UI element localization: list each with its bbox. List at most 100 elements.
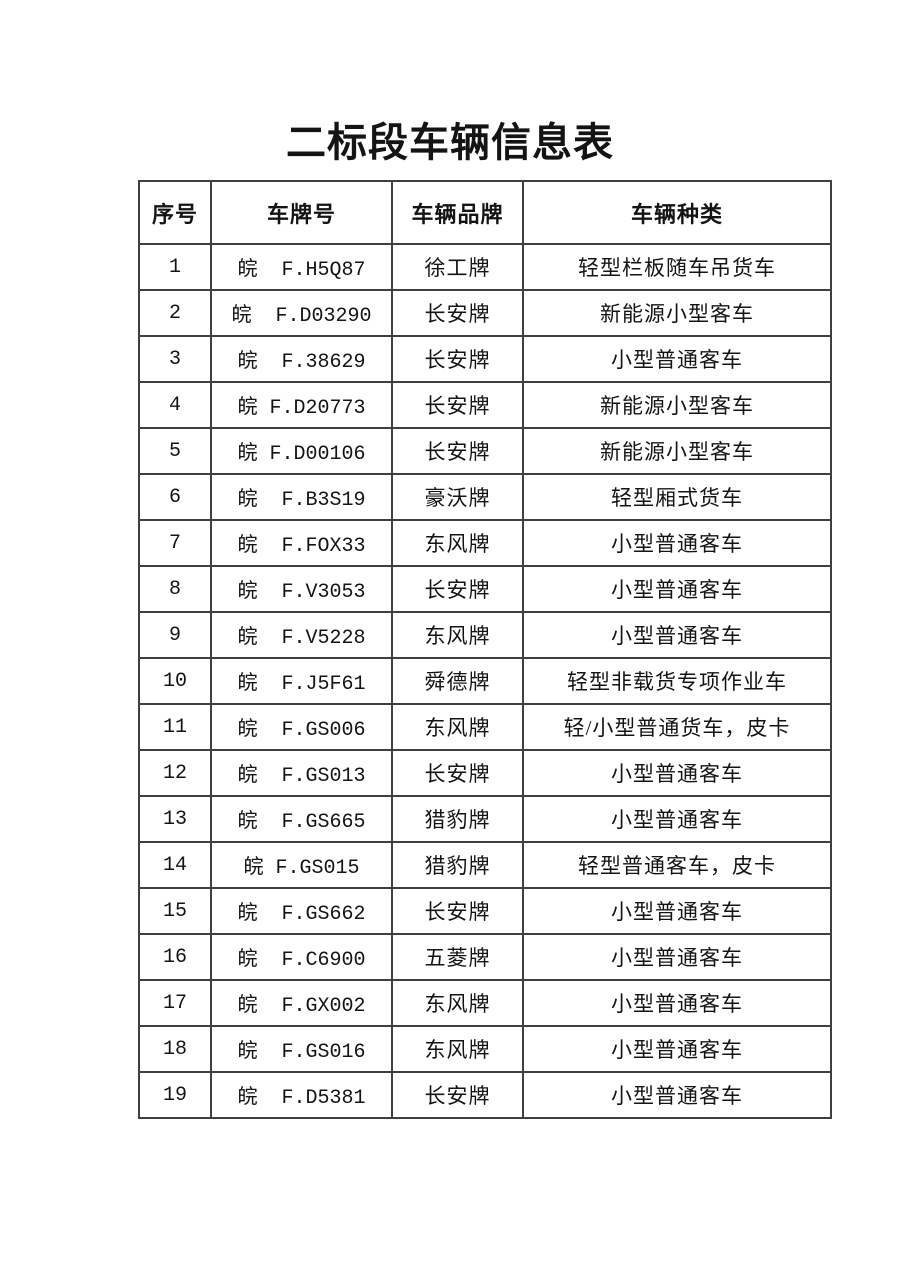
cell-vehicle-brand: 长安牌 [391, 289, 524, 337]
cell-serial-number: 8 [138, 565, 212, 613]
cell-serial-number: 19 [138, 1071, 212, 1119]
header-plate-number: 车牌号 [210, 180, 393, 245]
cell-plate-number: 皖 F.GX002 [210, 979, 393, 1027]
cell-serial-number: 2 [138, 289, 212, 337]
table-row: 17 皖 F.GX002 东风牌 小型普通客车 [138, 979, 832, 1027]
cell-vehicle-brand: 长安牌 [391, 335, 524, 383]
cell-vehicle-brand: 长安牌 [391, 887, 524, 935]
cell-vehicle-brand: 东风牌 [391, 979, 524, 1027]
cell-plate-number: 皖 F.38629 [210, 335, 393, 383]
cell-vehicle-brand: 豪沃牌 [391, 473, 524, 521]
cell-vehicle-brand: 东风牌 [391, 1025, 524, 1073]
cell-vehicle-type: 小型普通客车 [522, 887, 832, 935]
cell-serial-number: 13 [138, 795, 212, 843]
header-serial-number: 序号 [138, 180, 212, 245]
cell-plate-number: 皖 F.V3053 [210, 565, 393, 613]
cell-serial-number: 3 [138, 335, 212, 383]
header-row: 序号 车牌号 车辆品牌 车辆种类 [138, 180, 832, 245]
cell-plate-number: 皖 F.GS013 [210, 749, 393, 797]
cell-vehicle-type: 小型普通客车 [522, 565, 832, 613]
cell-plate-number: 皖 F.GS016 [210, 1025, 393, 1073]
cell-serial-number: 16 [138, 933, 212, 981]
cell-serial-number: 6 [138, 473, 212, 521]
cell-vehicle-brand: 长安牌 [391, 427, 524, 475]
cell-vehicle-type: 小型普通客车 [522, 1025, 832, 1073]
table-row: 18 皖 F.GS016 东风牌 小型普通客车 [138, 1025, 832, 1073]
cell-serial-number: 12 [138, 749, 212, 797]
cell-plate-number: 皖 F.D03290 [210, 289, 393, 337]
cell-serial-number: 11 [138, 703, 212, 751]
cell-vehicle-type: 小型普通客车 [522, 749, 832, 797]
cell-vehicle-brand: 东风牌 [391, 519, 524, 567]
cell-vehicle-brand: 徐工牌 [391, 243, 524, 291]
cell-plate-number: 皖 F.D5381 [210, 1071, 393, 1119]
table-row: 14 皖 F.GS015 猎豹牌 轻型普通客车，皮卡 [138, 841, 832, 889]
cell-vehicle-type: 新能源小型客车 [522, 289, 832, 337]
cell-serial-number: 9 [138, 611, 212, 659]
cell-vehicle-type: 小型普通客车 [522, 933, 832, 981]
cell-vehicle-brand: 五菱牌 [391, 933, 524, 981]
table-row: 13 皖 F.GS665 猎豹牌 小型普通客车 [138, 795, 832, 843]
cell-vehicle-brand: 猎豹牌 [391, 841, 524, 889]
page-title: 二标段车辆信息表 [286, 120, 614, 165]
cell-vehicle-type: 轻型栏板随车吊货车 [522, 243, 832, 291]
cell-vehicle-type: 小型普通客车 [522, 611, 832, 659]
table-row: 12 皖 F.GS013 长安牌 小型普通客车 [138, 749, 832, 797]
cell-vehicle-type: 小型普通客车 [522, 1071, 832, 1119]
cell-vehicle-type: 轻型厢式货车 [522, 473, 832, 521]
header-vehicle-type: 车辆种类 [522, 180, 832, 245]
table-row: 10 皖 F.J5F61 舜德牌 轻型非载货专项作业车 [138, 657, 832, 705]
cell-plate-number: 皖 F.V5228 [210, 611, 393, 659]
cell-serial-number: 1 [138, 243, 212, 291]
cell-plate-number: 皖 F.GS662 [210, 887, 393, 935]
cell-vehicle-type: 小型普通客车 [522, 335, 832, 383]
table-row: 11 皖 F.GS006 东风牌 轻/小型普通货车，皮卡 [138, 703, 832, 751]
cell-plate-number: 皖 F.GS006 [210, 703, 393, 751]
table-header: 序号 车牌号 车辆品牌 车辆种类 [138, 180, 832, 245]
cell-plate-number: 皖 F.H5Q87 [210, 243, 393, 291]
cell-vehicle-brand: 长安牌 [391, 1071, 524, 1119]
cell-plate-number: 皖 F.GS665 [210, 795, 393, 843]
cell-vehicle-type: 轻型普通客车，皮卡 [522, 841, 832, 889]
cell-serial-number: 4 [138, 381, 212, 429]
cell-vehicle-brand: 东风牌 [391, 703, 524, 751]
cell-plate-number: 皖 F.B3S19 [210, 473, 393, 521]
table-row: 19 皖 F.D5381 长安牌 小型普通客车 [138, 1071, 832, 1119]
cell-vehicle-type: 小型普通客车 [522, 519, 832, 567]
cell-serial-number: 14 [138, 841, 212, 889]
cell-vehicle-type: 新能源小型客车 [522, 381, 832, 429]
cell-plate-number: 皖 F.C6900 [210, 933, 393, 981]
cell-vehicle-type: 轻型非载货专项作业车 [522, 657, 832, 705]
cell-vehicle-type: 新能源小型客车 [522, 427, 832, 475]
cell-serial-number: 17 [138, 979, 212, 1027]
cell-serial-number: 15 [138, 887, 212, 935]
cell-vehicle-brand: 长安牌 [391, 565, 524, 613]
cell-plate-number: 皖 F.GS015 [210, 841, 393, 889]
cell-vehicle-type: 轻/小型普通货车，皮卡 [522, 703, 832, 751]
cell-serial-number: 10 [138, 657, 212, 705]
cell-plate-number: 皖 F.J5F61 [210, 657, 393, 705]
cell-vehicle-brand: 东风牌 [391, 611, 524, 659]
cell-vehicle-brand: 舜德牌 [391, 657, 524, 705]
cell-plate-number: 皖 F.D00106 [210, 427, 393, 475]
table-row: 15 皖 F.GS662 长安牌 小型普通客车 [138, 887, 832, 935]
cell-vehicle-type: 小型普通客车 [522, 795, 832, 843]
cell-plate-number: 皖 F.D20773 [210, 381, 393, 429]
cell-vehicle-brand: 猎豹牌 [391, 795, 524, 843]
cell-vehicle-brand: 长安牌 [391, 381, 524, 429]
cell-plate-number: 皖 F.FOX33 [210, 519, 393, 567]
cell-vehicle-type: 小型普通客车 [522, 979, 832, 1027]
table-row: 16 皖 F.C6900 五菱牌 小型普通客车 [138, 933, 832, 981]
cell-serial-number: 18 [138, 1025, 212, 1073]
